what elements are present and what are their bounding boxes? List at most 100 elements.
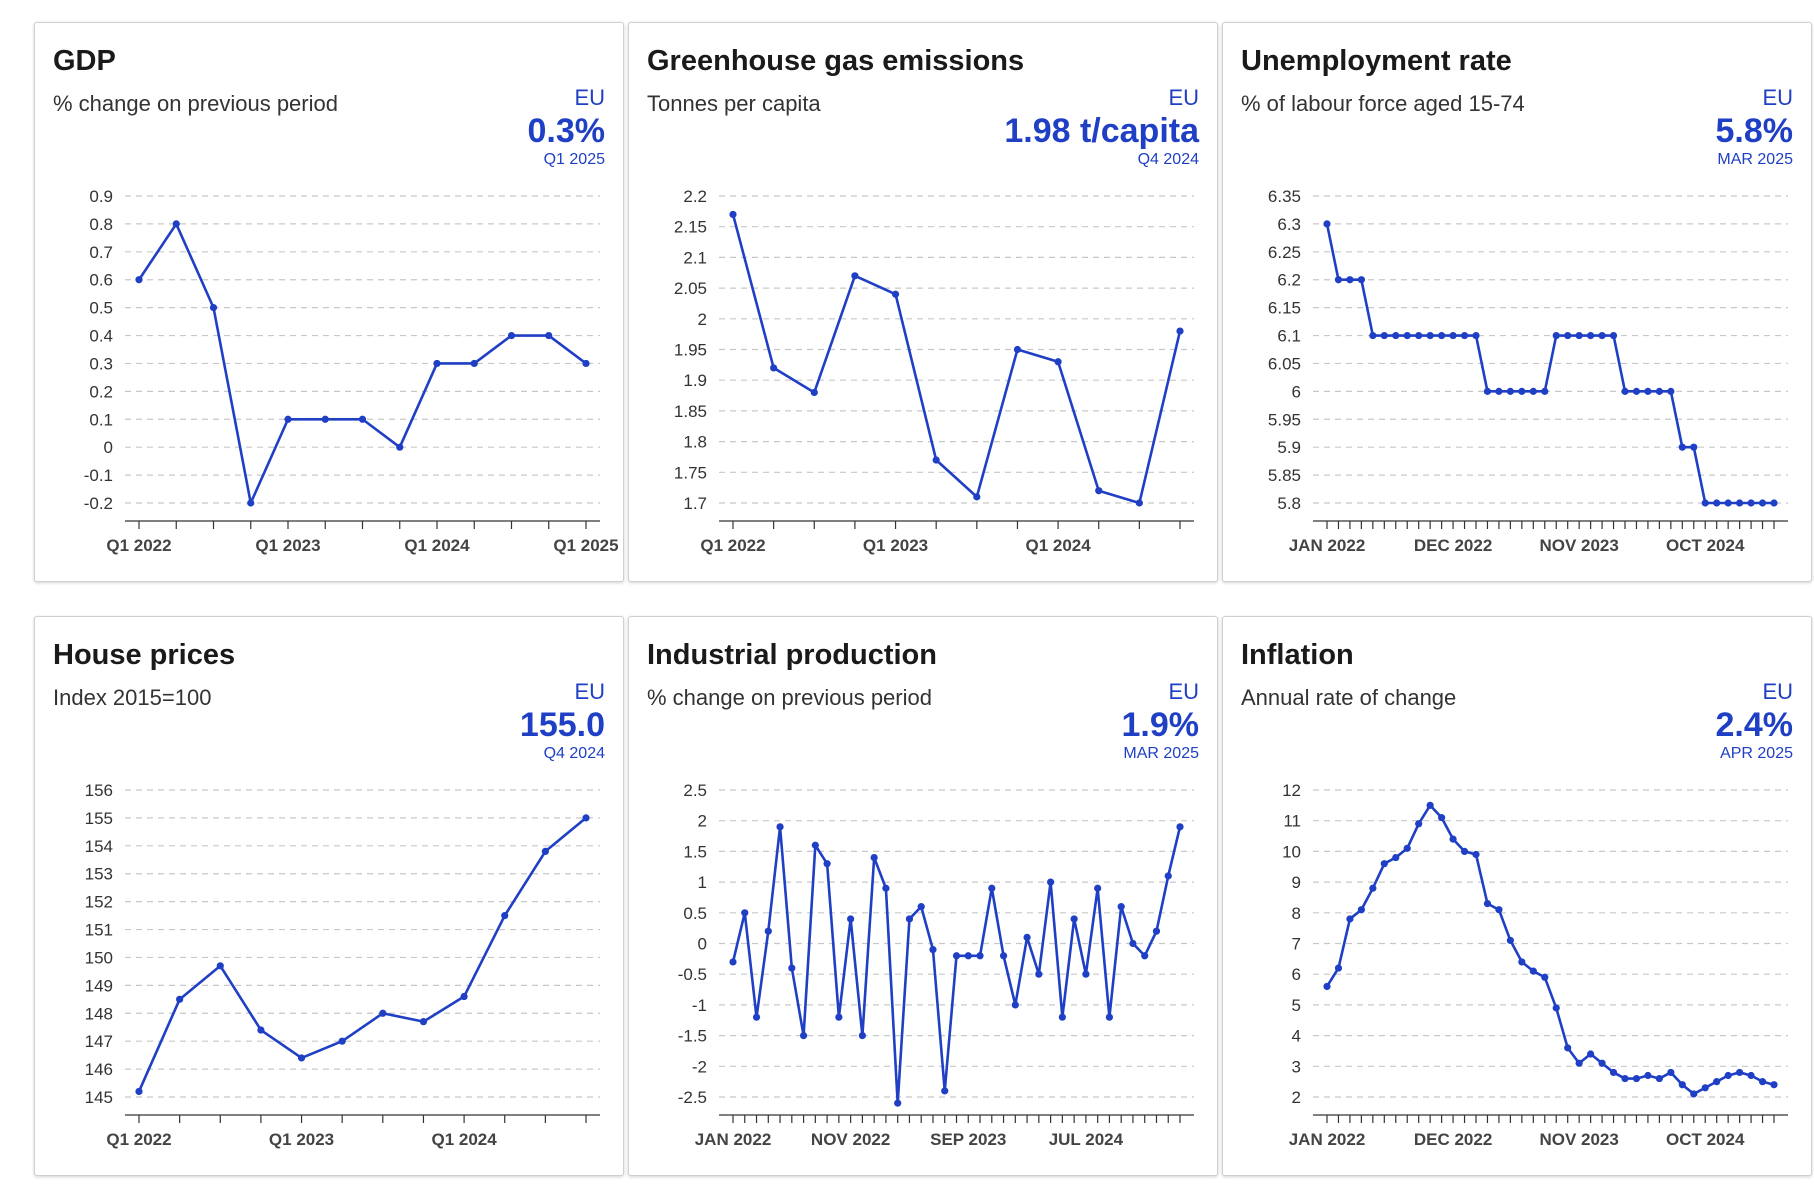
y-tick-label: 148	[85, 1004, 113, 1023]
y-tick-label: 6.2	[1277, 271, 1301, 290]
x-tick-label: SEP 2023	[930, 1130, 1006, 1149]
data-point	[433, 359, 441, 368]
x-tick-label: JUL 2024	[1049, 1130, 1124, 1149]
data-point	[929, 946, 937, 954]
y-tick-label: 0.2	[89, 382, 113, 401]
data-point	[1460, 331, 1469, 340]
data-point	[1747, 499, 1755, 507]
x-tick-label: OCT 2024	[1666, 1130, 1745, 1149]
data-point	[1135, 499, 1143, 507]
kpi-value: 0.3%	[527, 112, 606, 150]
data-point	[1472, 331, 1480, 340]
gdp-card[interactable]: GDP % change on previous period EU 0.3% …	[34, 22, 624, 582]
data-point	[1472, 850, 1480, 859]
data-point	[1724, 1071, 1732, 1080]
card-title: House prices	[53, 639, 236, 671]
x-tick-label: NOV 2022	[811, 1130, 890, 1149]
kpi-period: APR 2025	[1720, 745, 1793, 762]
data-point	[379, 1009, 387, 1017]
data-point	[338, 1037, 346, 1045]
x-tick-label: JAN 2022	[1289, 1130, 1366, 1149]
y-tick-label: 7	[1292, 935, 1301, 954]
y-tick-label: 0.8	[89, 215, 113, 234]
data-point	[1013, 345, 1022, 354]
data-point	[788, 964, 796, 972]
kpi-period: MAR 2025	[1717, 151, 1793, 168]
data-point	[1460, 847, 1469, 855]
data-point	[1141, 952, 1149, 960]
y-tick-label: 2	[698, 812, 707, 831]
y-tick-label: 6.35	[1268, 187, 1301, 206]
data-point	[1678, 1081, 1686, 1089]
data-point	[1070, 915, 1078, 923]
data-point	[1518, 958, 1526, 966]
data-point	[891, 290, 900, 298]
y-tick-label: 6.1	[1277, 327, 1301, 346]
industrial-production-card[interactable]: Industrial production % change on previo…	[628, 616, 1218, 1176]
data-point	[1644, 1071, 1652, 1080]
data-point	[1403, 844, 1411, 852]
house-prices-card[interactable]: House prices Index 2015=100 EU 155.0 Q4 …	[34, 616, 624, 1176]
data-point	[1105, 1013, 1114, 1021]
y-tick-label: 2.05	[674, 279, 707, 298]
y-tick-label: 2	[1292, 1088, 1301, 1107]
data-point	[1082, 970, 1090, 978]
unemployment-card[interactable]: Unemployment rate % of labour force aged…	[1222, 22, 1812, 582]
data-point	[1667, 387, 1675, 395]
data-point	[1483, 899, 1492, 908]
y-tick-label: 6.15	[1268, 299, 1301, 318]
data-point	[1392, 853, 1400, 862]
x-tick-label: Q1 2024	[431, 1130, 497, 1149]
card-subtitle: % change on previous period	[647, 685, 932, 710]
data-point	[973, 493, 981, 501]
kpi-value: 155.0	[519, 706, 605, 744]
y-tick-label: 2.15	[674, 218, 707, 237]
data-point	[1587, 331, 1595, 340]
data-point	[1346, 276, 1354, 284]
data-point	[460, 992, 468, 1001]
data-point	[905, 915, 914, 923]
series-line	[1325, 804, 1776, 1096]
x-tick-label: JAN 2022	[695, 1130, 772, 1149]
inflation-card[interactable]: Inflation Annual rate of change EU 2.4% …	[1222, 616, 1812, 1176]
data-point	[1334, 964, 1343, 972]
data-point	[1129, 939, 1137, 948]
data-point	[1392, 331, 1400, 340]
x-tick-label: Q1 2025	[553, 536, 618, 555]
y-tick-label: 0.5	[89, 299, 113, 318]
data-point	[545, 331, 553, 340]
y-tick-label: 1.8	[683, 433, 707, 452]
data-point	[176, 995, 184, 1003]
y-tick-label: 1.7	[683, 494, 707, 513]
data-point	[810, 388, 818, 397]
data-point	[1758, 1078, 1767, 1086]
y-tick-label: -1	[692, 996, 707, 1015]
data-point	[847, 915, 855, 923]
card-title: Industrial production	[647, 639, 937, 671]
kpi-period: Q4 2024	[1137, 151, 1199, 168]
y-tick-label: 1.75	[674, 463, 707, 482]
data-point	[507, 331, 516, 340]
y-tick-label: 5.9	[1277, 438, 1301, 457]
data-point	[1380, 331, 1388, 340]
data-point	[764, 927, 772, 935]
y-tick-label: 6	[1292, 965, 1301, 984]
data-point	[858, 1032, 866, 1040]
data-point	[1357, 276, 1365, 284]
data-point	[1095, 487, 1103, 495]
data-point	[1426, 331, 1434, 340]
data-point	[1415, 820, 1423, 828]
x-tick-label: Q1 2023	[269, 1130, 334, 1149]
card-title: Unemployment rate	[1241, 45, 1512, 77]
y-tick-label: 1.95	[674, 341, 707, 360]
card-title: Inflation	[1241, 639, 1354, 671]
kpi-block: EU 5.8% MAR 2025	[1716, 85, 1794, 169]
greenhouse-gas-card[interactable]: Greenhouse gas emissions Tonnes per capi…	[628, 22, 1218, 582]
data-point	[1758, 499, 1767, 507]
data-point	[882, 884, 890, 892]
data-point	[917, 903, 925, 911]
card-subtitle: % change on previous period	[53, 91, 338, 116]
data-point	[851, 272, 859, 280]
data-point	[1176, 327, 1184, 335]
data-point	[741, 909, 749, 917]
